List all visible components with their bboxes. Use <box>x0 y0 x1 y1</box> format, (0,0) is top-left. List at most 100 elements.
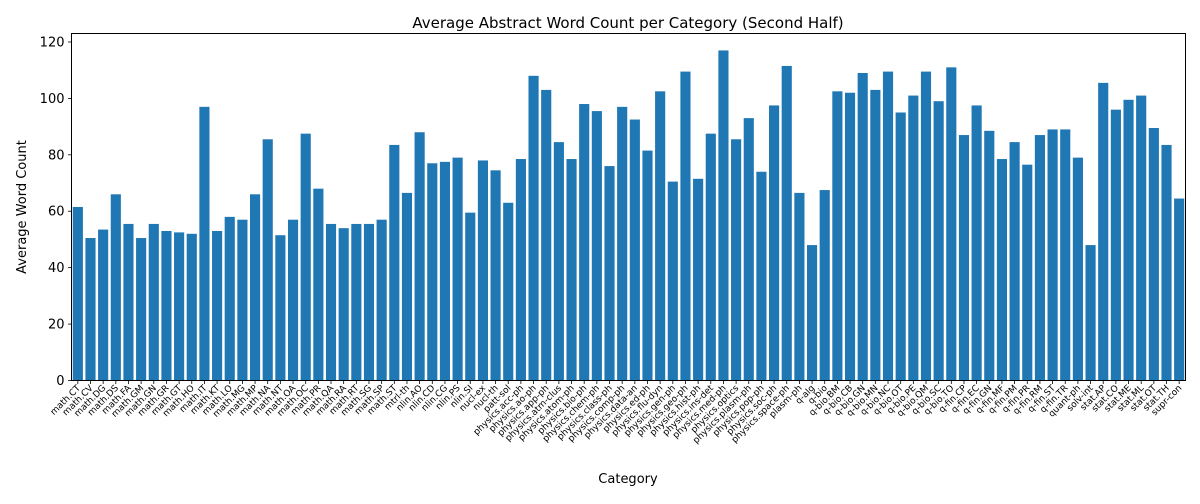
bar <box>224 216 235 381</box>
bar <box>237 219 248 381</box>
bar <box>401 192 413 381</box>
bar <box>1136 95 1147 381</box>
bar <box>680 71 691 381</box>
bar <box>427 163 438 381</box>
bar <box>617 106 628 381</box>
bar <box>882 71 894 381</box>
bar <box>1110 109 1121 381</box>
bar <box>642 150 653 381</box>
bar <box>1060 129 1071 381</box>
bar <box>161 230 172 381</box>
bar <box>465 212 476 381</box>
bar <box>452 157 463 381</box>
bar <box>85 238 96 381</box>
bar <box>199 106 210 381</box>
bar <box>844 92 856 381</box>
bar <box>262 139 273 381</box>
bar <box>566 159 577 381</box>
bar <box>958 135 970 381</box>
bar <box>693 178 704 381</box>
bar <box>1072 157 1083 381</box>
bar <box>72 207 83 381</box>
bar <box>1174 198 1185 381</box>
bar <box>769 105 780 381</box>
bar <box>806 245 818 381</box>
bar <box>1085 245 1096 381</box>
bar <box>832 91 843 381</box>
bar <box>515 159 526 381</box>
bar <box>705 133 716 381</box>
bar <box>731 139 742 381</box>
bar <box>212 230 223 381</box>
chart-title: Average Abstract Word Count per Category… <box>412 14 843 32</box>
bar <box>895 112 906 381</box>
bar <box>996 159 1008 381</box>
bar <box>1123 99 1134 381</box>
bar <box>1022 164 1033 381</box>
bar <box>541 89 552 381</box>
bar <box>363 223 375 381</box>
bar <box>414 132 425 381</box>
bar <box>338 228 349 381</box>
bar <box>629 119 640 381</box>
y-tick-label: 100 <box>40 92 65 107</box>
bar <box>174 232 185 381</box>
bar <box>870 89 881 381</box>
bar <box>743 118 754 381</box>
bar <box>376 219 387 381</box>
bar <box>1047 129 1058 381</box>
plot-frame <box>71 33 1186 381</box>
bar <box>781 65 792 381</box>
bar <box>655 91 666 381</box>
y-tick-label: 0 <box>56 374 64 389</box>
y-axis: 0 20 40 60 80 100 120 <box>40 35 72 389</box>
bar <box>984 130 995 381</box>
bar <box>1098 82 1109 381</box>
bar <box>148 223 159 381</box>
bar <box>490 170 501 381</box>
bar <box>351 223 362 381</box>
bar <box>313 188 324 381</box>
bar <box>857 73 868 381</box>
bar <box>794 192 805 381</box>
bar <box>186 233 197 381</box>
bar <box>1148 128 1159 381</box>
bar <box>110 194 121 381</box>
bar <box>591 111 602 381</box>
bar <box>98 229 109 381</box>
bar <box>477 160 488 381</box>
bar <box>946 67 957 381</box>
bar <box>1161 144 1172 381</box>
bar <box>249 194 261 381</box>
bar <box>920 71 932 381</box>
bar <box>325 223 337 381</box>
y-tick-label: 40 <box>48 261 65 276</box>
y-tick-label: 20 <box>48 318 65 333</box>
bar <box>300 133 311 381</box>
bar <box>503 202 514 381</box>
bar <box>908 95 919 381</box>
y-tick-label: 60 <box>48 205 65 220</box>
y-tick-label: 120 <box>40 35 65 50</box>
x-axis-label: Category <box>598 472 658 487</box>
bar <box>136 238 147 381</box>
bar <box>123 223 134 381</box>
bar <box>275 235 286 381</box>
bar <box>819 190 830 381</box>
bar <box>971 105 982 381</box>
x-axis: math.CTmath.CVmath.DGmath.DSmath.FAmath.… <box>49 380 1184 446</box>
bar <box>933 101 944 381</box>
bar <box>287 219 299 381</box>
y-axis-label: Average Word Count <box>15 140 30 274</box>
bar <box>389 144 400 381</box>
bar <box>579 104 590 381</box>
bar <box>1009 142 1020 381</box>
bar <box>439 161 451 381</box>
bar <box>1034 135 1045 381</box>
bar <box>667 181 678 381</box>
bar <box>528 75 539 381</box>
bar <box>604 166 615 381</box>
y-tick-label: 80 <box>48 148 65 163</box>
